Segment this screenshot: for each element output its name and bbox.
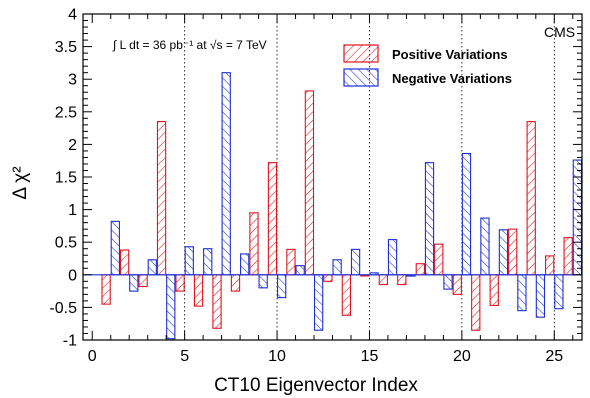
bar-positive [230,274,241,292]
bar-positive [526,121,536,276]
bar-positive [434,243,444,276]
x-tick-label: 10 [268,348,286,365]
legend: Positive Variations Negative Variations [343,44,512,87]
bar-positive [138,274,148,288]
y-tick-label: 4 [68,7,77,24]
bar-negative [554,274,564,310]
x-tick-label: 0 [88,348,97,365]
bar-negative [313,274,324,331]
bar-negative [424,162,435,276]
bar-negative [498,229,509,276]
bar-positive [471,274,481,331]
y-tick-label: 0 [68,267,77,284]
y-tick-label: 3 [68,72,77,89]
bar-negative [240,253,250,276]
bar-negative [480,217,490,276]
axis-ticks [83,13,582,341]
bar-negative [258,274,268,289]
bar-positive [397,274,407,286]
y-tick-label: 2 [68,137,77,154]
y-tick-label: 3.5 [55,39,77,56]
bar-positive [156,121,167,276]
y-axis-label: Δ χ² [10,166,31,199]
x-tick-label: 25 [545,348,563,365]
bar-positive [119,249,130,276]
y-tick-label: -0.5 [49,300,77,317]
bar-positive [323,274,333,282]
bar-negative [387,239,398,276]
bar-negative [110,220,120,276]
bar-positive [193,274,204,307]
bar-positive [101,274,111,305]
x-tick-label: 20 [453,348,471,365]
bar-positive [378,274,388,286]
bar-negative [535,274,546,318]
bar-positive [249,212,259,276]
bar-negative [221,72,231,276]
bar-positive [286,248,296,276]
legend-swatch-positive [343,44,379,63]
x-axis-label: CT10 Eigenvector Index [214,375,418,396]
bars [101,72,583,340]
bar-negative [332,259,342,276]
bar-negative [277,274,287,299]
bar-positive [341,274,352,316]
legend-label-positive: Positive Variations [392,47,508,62]
axis-tick-labels: 0 5 10 15 20 25 -1 -0.5 0 0.5 1 1.5 2 2.5 3 3.5 4 [49,7,563,366]
bar-positive [508,228,518,276]
bar-positive [489,274,499,306]
bar-positive [304,90,315,276]
plot-frame [82,13,583,341]
bar-negative [166,274,176,340]
bar-negative [203,248,213,276]
bar-negative [129,274,139,292]
x-tick-label: 5 [180,348,189,365]
bar-negative [350,248,361,276]
bar-positive [267,162,278,276]
y-tick-label: 1.5 [55,170,77,187]
y-tick-label: -1 [63,333,77,350]
cms-label: CMS [544,24,575,40]
bar-negative [147,259,157,276]
bar-positive [452,274,462,295]
bar-positive [175,274,185,292]
legend-swatch-negative [343,68,379,87]
luminosity-label: ∫ L dt = 36 pb⁻¹ at √s = 7 TeV [112,38,267,52]
bar-negative [184,246,194,276]
bar-negative [517,274,527,312]
bar-negative [461,152,472,276]
y-tick-label: 0.5 [55,235,77,252]
bar-positive [563,237,573,276]
x-tick-label: 15 [361,348,379,365]
bar-negative [295,265,305,276]
y-tick-label: 2.5 [55,104,77,121]
bar-positive [212,274,222,329]
bar-negative [443,274,453,290]
bar-positive [545,255,555,276]
y-tick-label: 1 [68,202,77,219]
legend-label-negative: Negative Variations [392,71,512,86]
bar-positive [415,263,425,276]
